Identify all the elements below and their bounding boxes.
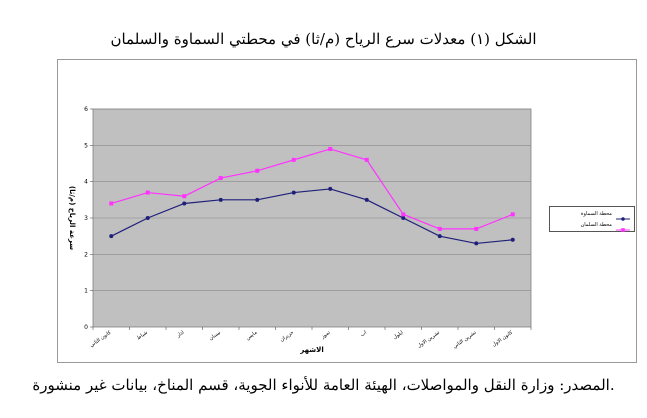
data-point — [291, 190, 296, 195]
legend-swatch-salman — [616, 220, 630, 232]
data-point — [474, 226, 479, 231]
data-point — [218, 197, 223, 202]
x-tick-label: ايلول — [392, 330, 404, 341]
x-tick-label: شباط — [136, 330, 149, 342]
figure-title: الشكل (١) معدلات سرع الرياح (م/ثا) في مح… — [110, 30, 537, 48]
series-line-1 — [111, 148, 513, 230]
data-point — [510, 212, 515, 217]
y-tick-label: 6 — [84, 106, 88, 113]
data-point — [364, 197, 369, 202]
y-tick-label: 5 — [84, 142, 88, 149]
x-tick-label: تشرين الثاني — [452, 329, 478, 350]
data-point — [474, 241, 479, 246]
data-point — [291, 157, 296, 162]
x-tick-label: حزيران — [279, 330, 295, 344]
x-tick-label: كانون الثاني — [89, 329, 113, 348]
data-point — [401, 212, 406, 217]
y-tick-label: 0 — [84, 324, 88, 331]
legend-label-samawa: محطة السماوة — [580, 211, 612, 217]
x-tick-label: اب — [359, 330, 367, 338]
x-tick-label: تموز — [320, 329, 332, 340]
y-tick-label: 4 — [84, 179, 88, 186]
y-tick-label: 2 — [84, 251, 88, 258]
data-point — [255, 168, 260, 173]
data-point — [401, 216, 406, 220]
data-point — [328, 146, 333, 151]
data-point — [145, 216, 150, 220]
data-point — [328, 186, 333, 191]
data-point — [182, 201, 187, 206]
data-point — [364, 157, 369, 162]
data-point — [218, 176, 223, 181]
data-point — [255, 197, 260, 202]
figure-source: المصدر: وزارة النقل والمواصلات، الهيئة ا… — [32, 376, 615, 394]
x-tick-label: تشرين الاول — [416, 329, 441, 349]
data-point — [510, 237, 515, 242]
chart-frame: 0 1 2 3 4 5 6 كانون الثاني شباط اذار نيسان مايس حزير… — [57, 59, 637, 363]
data-point — [182, 194, 187, 199]
series-line-0 — [110, 188, 513, 245]
data-point — [109, 234, 114, 239]
x-tick-label: كانون الاول — [491, 329, 514, 348]
x-tick-label: اذار — [175, 330, 185, 340]
y-tick-label: 1 — [84, 288, 88, 295]
data-point — [145, 190, 150, 195]
x-tick-label: نيسان — [208, 330, 222, 342]
data-point — [437, 226, 442, 231]
legend-label-salman: محطة السلمان — [580, 222, 612, 228]
x-axis-label: الاشهر — [299, 346, 323, 354]
data-point — [437, 234, 442, 239]
y-tick-label: 3 — [84, 215, 88, 222]
x-tick-label: مايس — [245, 330, 259, 342]
y-axis-label: سرعة الرياح (م/ثا) — [68, 186, 76, 250]
data-point — [109, 201, 114, 206]
chart-legend: محطة السماوة محطة السلمان — [549, 206, 635, 232]
legend-swatch-samawa — [616, 209, 630, 221]
wind-speed-line-chart: 0 1 2 3 4 5 6 كانون الثاني شباط اذار نيسان مايس حزير… — [68, 106, 532, 354]
